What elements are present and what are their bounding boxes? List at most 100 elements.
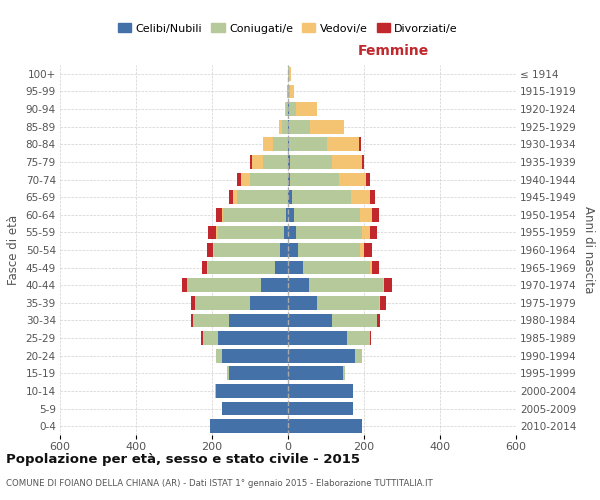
Bar bbox=[364, 243, 371, 257]
Bar bbox=[208, 226, 216, 239]
Bar bbox=[359, 138, 361, 151]
Bar bbox=[288, 402, 353, 415]
Bar bbox=[383, 278, 384, 292]
Bar bbox=[290, 84, 294, 98]
Bar bbox=[288, 190, 292, 204]
Bar bbox=[191, 314, 193, 328]
Bar bbox=[288, 349, 355, 362]
Bar bbox=[296, 102, 317, 116]
Bar bbox=[273, 138, 288, 151]
Bar bbox=[332, 314, 377, 328]
Bar bbox=[288, 366, 343, 380]
Bar bbox=[288, 296, 317, 310]
Bar bbox=[370, 226, 377, 239]
Bar bbox=[280, 243, 288, 257]
Legend: Celibi/Nubili, Coniugati/e, Vedovi/e, Divorziati/e: Celibi/Nubili, Coniugati/e, Vedovi/e, Di… bbox=[113, 19, 463, 38]
Bar bbox=[288, 420, 362, 433]
Text: COMUNE DI FOIANO DELLA CHIANA (AR) - Dati ISTAT 1° gennaio 2015 - Elaborazione T: COMUNE DI FOIANO DELLA CHIANA (AR) - Dat… bbox=[6, 479, 433, 488]
Y-axis label: Anni di nascita: Anni di nascita bbox=[583, 206, 595, 294]
Bar bbox=[289, 102, 296, 116]
Bar bbox=[208, 260, 275, 274]
Bar bbox=[360, 208, 371, 222]
Bar bbox=[288, 384, 353, 398]
Bar bbox=[379, 296, 380, 310]
Text: Popolazione per età, sesso e stato civile - 2015: Popolazione per età, sesso e stato civil… bbox=[6, 452, 360, 466]
Bar bbox=[263, 138, 273, 151]
Bar bbox=[213, 243, 214, 257]
Bar bbox=[298, 243, 360, 257]
Bar bbox=[288, 67, 289, 80]
Bar bbox=[362, 226, 370, 239]
Bar bbox=[362, 155, 364, 169]
Bar bbox=[229, 190, 233, 204]
Bar bbox=[292, 190, 350, 204]
Bar bbox=[278, 120, 283, 134]
Bar bbox=[218, 226, 284, 239]
Bar bbox=[366, 172, 370, 186]
Text: Femmine: Femmine bbox=[357, 44, 428, 58]
Y-axis label: Fasce di età: Fasce di età bbox=[7, 215, 20, 285]
Bar bbox=[296, 226, 362, 239]
Bar bbox=[371, 208, 379, 222]
Bar bbox=[216, 384, 288, 398]
Bar bbox=[229, 314, 288, 328]
Bar bbox=[380, 296, 386, 310]
Bar bbox=[287, 84, 288, 98]
Bar bbox=[193, 314, 229, 328]
Bar bbox=[288, 172, 290, 186]
Bar bbox=[221, 208, 223, 222]
Bar bbox=[216, 226, 218, 239]
Bar bbox=[216, 208, 221, 222]
Bar bbox=[202, 331, 203, 345]
Bar bbox=[227, 366, 229, 380]
Bar bbox=[288, 314, 332, 328]
Bar bbox=[236, 172, 241, 186]
Bar bbox=[370, 260, 371, 274]
Bar bbox=[203, 331, 218, 345]
Bar bbox=[343, 366, 345, 380]
Bar bbox=[241, 172, 250, 186]
Bar bbox=[236, 190, 288, 204]
Bar bbox=[288, 138, 289, 151]
Bar bbox=[289, 67, 290, 80]
Bar bbox=[215, 384, 216, 398]
Bar bbox=[288, 208, 294, 222]
Bar bbox=[310, 120, 344, 134]
Bar bbox=[275, 260, 288, 274]
Bar bbox=[250, 296, 288, 310]
Bar bbox=[288, 260, 303, 274]
Bar bbox=[262, 278, 288, 292]
Bar bbox=[250, 155, 252, 169]
Bar bbox=[317, 296, 379, 310]
Bar bbox=[250, 172, 288, 186]
Bar bbox=[288, 243, 298, 257]
Bar bbox=[214, 243, 280, 257]
Bar bbox=[218, 331, 288, 345]
Bar bbox=[303, 260, 370, 274]
Bar bbox=[288, 120, 289, 134]
Bar bbox=[294, 208, 360, 222]
Bar bbox=[289, 120, 310, 134]
Bar bbox=[216, 349, 221, 362]
Bar bbox=[350, 190, 370, 204]
Bar bbox=[221, 402, 288, 415]
Bar bbox=[195, 296, 250, 310]
Bar bbox=[263, 155, 288, 169]
Bar bbox=[182, 278, 187, 292]
Bar bbox=[210, 420, 288, 433]
Bar bbox=[288, 84, 290, 98]
Bar bbox=[221, 349, 288, 362]
Bar bbox=[360, 243, 364, 257]
Bar bbox=[290, 172, 340, 186]
Bar bbox=[371, 260, 379, 274]
Bar bbox=[332, 155, 362, 169]
Bar bbox=[202, 260, 208, 274]
Bar bbox=[384, 278, 392, 292]
Bar bbox=[290, 155, 332, 169]
Bar bbox=[286, 102, 288, 116]
Bar bbox=[377, 314, 380, 328]
Bar bbox=[288, 331, 347, 345]
Bar bbox=[327, 138, 359, 151]
Bar bbox=[284, 226, 288, 239]
Bar bbox=[207, 243, 213, 257]
